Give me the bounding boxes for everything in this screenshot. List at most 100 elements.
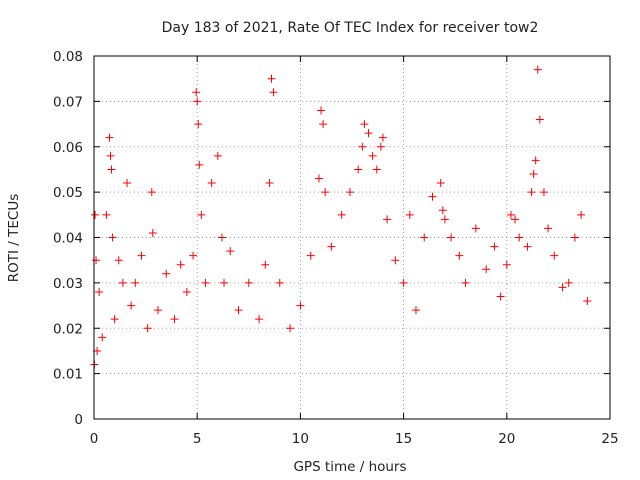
data-point — [267, 74, 276, 83]
data-point — [438, 206, 447, 215]
data-point — [391, 256, 400, 265]
data-point — [535, 115, 544, 124]
y-tick-label: 0.05 — [53, 185, 83, 201]
data-point — [91, 210, 100, 219]
data-point — [255, 315, 264, 324]
data-point — [118, 278, 127, 287]
data-point — [461, 278, 470, 287]
chart-title: Day 183 of 2021, Rate Of TEC Index for r… — [162, 20, 539, 36]
data-point — [428, 192, 437, 201]
data-point — [496, 292, 505, 301]
y-tick-label: 0.06 — [53, 140, 83, 156]
data-point — [194, 120, 203, 129]
data-point — [234, 306, 243, 315]
data-point — [110, 315, 119, 324]
data-point — [372, 165, 381, 174]
data-point — [213, 151, 222, 160]
data-point — [354, 165, 363, 174]
x-axis-label: GPS time / hours — [293, 459, 406, 475]
x-tick-label: 15 — [395, 431, 412, 447]
data-point — [345, 188, 354, 197]
data-point — [447, 233, 456, 242]
data-point — [98, 333, 107, 342]
data-point — [378, 133, 387, 142]
data-point — [176, 260, 185, 269]
data-point — [558, 283, 567, 292]
data-point — [95, 287, 104, 296]
data-point — [189, 251, 198, 260]
data-point — [114, 256, 123, 265]
y-tick-label: 0.07 — [53, 94, 83, 110]
data-point — [170, 315, 179, 324]
data-point — [490, 242, 499, 251]
data-point — [383, 215, 392, 224]
data-point — [436, 179, 445, 188]
data-point — [265, 179, 274, 188]
data-point — [217, 233, 226, 242]
data-point — [127, 301, 136, 310]
data-point — [527, 188, 536, 197]
y-tick-label: 0 — [74, 412, 83, 428]
data-point — [376, 142, 385, 151]
data-point — [162, 269, 171, 278]
data-point — [440, 215, 449, 224]
data-point — [319, 120, 328, 129]
x-tick-labels: 0 5 10 15 20 25 — [90, 431, 619, 447]
grid-lines — [94, 56, 610, 419]
data-point — [105, 133, 114, 142]
data-point — [364, 129, 373, 138]
data-point — [531, 156, 540, 165]
data-point — [192, 88, 201, 97]
data-point — [306, 251, 315, 260]
y-tick-label: 0.08 — [53, 49, 83, 65]
data-point — [502, 260, 511, 269]
data-point — [529, 169, 538, 178]
data-point — [286, 324, 295, 333]
data-point — [153, 306, 162, 315]
x-tick-label: 25 — [601, 431, 618, 447]
data-points — [90, 65, 592, 369]
data-point — [471, 224, 480, 233]
data-point — [107, 165, 116, 174]
x-tick-label: 20 — [498, 431, 515, 447]
data-point — [108, 233, 117, 242]
y-tick-label: 0.03 — [53, 276, 83, 292]
data-point — [314, 174, 323, 183]
y-tick-label: 0.04 — [53, 231, 83, 247]
y-tick-labels: 0 0.01 0.02 0.03 0.04 0.05 0.06 0.07 0.08 — [53, 49, 83, 428]
data-point — [193, 97, 202, 106]
y-tick-label: 0.01 — [53, 367, 83, 383]
data-point — [148, 228, 157, 237]
data-point — [92, 256, 101, 265]
y-tick-label: 0.02 — [53, 321, 83, 337]
data-point — [123, 179, 132, 188]
x-tick-label: 0 — [90, 431, 99, 447]
data-point — [296, 301, 305, 310]
data-point — [358, 142, 367, 151]
data-point — [269, 88, 278, 97]
data-point — [195, 160, 204, 169]
x-tick-label: 5 — [193, 431, 202, 447]
data-point — [360, 120, 369, 129]
data-point — [226, 247, 235, 256]
data-point — [550, 251, 559, 260]
data-point — [511, 215, 520, 224]
data-point — [327, 242, 336, 251]
data-point — [197, 210, 206, 219]
data-point — [201, 278, 210, 287]
plot-frame — [93, 55, 611, 420]
data-point — [137, 251, 146, 260]
x-tick-label: 10 — [292, 431, 309, 447]
data-point — [570, 233, 579, 242]
data-point — [506, 210, 515, 219]
data-point — [533, 65, 542, 74]
data-point — [515, 233, 524, 242]
data-point — [411, 306, 420, 315]
data-point — [317, 106, 326, 115]
data-point — [261, 260, 270, 269]
data-point — [583, 297, 592, 306]
data-point — [455, 251, 464, 260]
data-point — [275, 278, 284, 287]
data-point — [207, 179, 216, 188]
